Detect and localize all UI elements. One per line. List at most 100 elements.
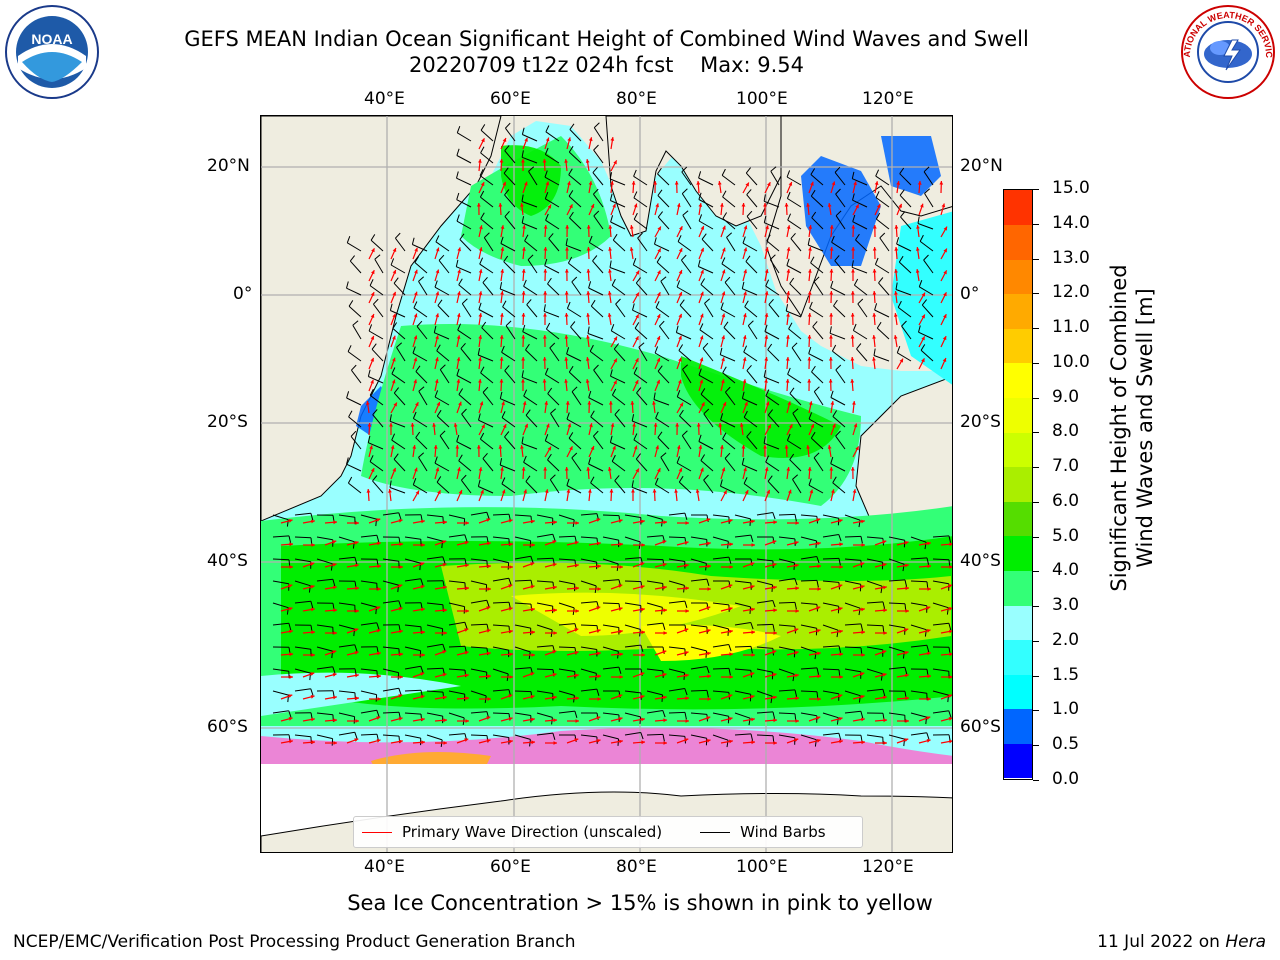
- wind-barb: [457, 132, 472, 142]
- wind-barb: [852, 178, 868, 186]
- wave-arrow-head: [807, 335, 812, 339]
- wind-barb-flag: [543, 304, 546, 312]
- wind-barb: [448, 712, 465, 719]
- wave-arrow-head: [531, 607, 535, 612]
- wind-barb: [745, 172, 758, 186]
- wind-barb-flag: [482, 276, 488, 283]
- wave-arrow-head: [413, 379, 417, 384]
- wind-barb-flag: [815, 540, 817, 548]
- wind-barb: [734, 690, 751, 695]
- wind-barb: [932, 668, 949, 672]
- wind-barb-flag: [501, 411, 506, 418]
- wind-barb-flag: [566, 301, 571, 309]
- wave-arrow-head: [311, 630, 315, 635]
- wind-barb: [844, 710, 861, 714]
- wave-arrow-head: [486, 518, 491, 522]
- wind-barb-flag: [609, 260, 612, 268]
- wind-barb-flag: [633, 169, 637, 177]
- wind-barb: [413, 307, 428, 318]
- wind-barb: [436, 350, 450, 362]
- wind-barb: [544, 265, 560, 274]
- wind-barb-flag: [457, 323, 462, 331]
- wind-barb: [522, 222, 538, 230]
- wave-arrow-head: [676, 203, 681, 208]
- wave-arrow-head: [569, 204, 573, 209]
- wind-barb-flag: [676, 280, 681, 288]
- wind-barb: [294, 512, 311, 516]
- wave-arrow-head: [839, 739, 843, 744]
- wind-barb-flag: [398, 688, 402, 695]
- wind-barb: [679, 415, 692, 428]
- wind-barb: [743, 416, 758, 428]
- wind-barb: [657, 195, 670, 208]
- wave-arrow-head: [543, 247, 548, 251]
- wind-barb: [351, 369, 362, 384]
- wind-barb: [873, 355, 890, 362]
- wave-arrow-head: [619, 739, 623, 744]
- wind-barb-flag: [569, 123, 575, 130]
- wind-barb-flag: [530, 556, 534, 563]
- wave-arrow-head: [355, 609, 359, 613]
- wave-arrow-head: [433, 445, 438, 449]
- colorbar-segment: [1004, 639, 1032, 675]
- wind-barb: [338, 556, 355, 560]
- wind-barb-flag: [786, 170, 791, 178]
- wind-barb-flag: [834, 255, 840, 262]
- wind-barb-flag: [637, 232, 643, 239]
- wind-barb: [589, 242, 604, 252]
- wind-barb-flag: [810, 256, 815, 264]
- wind-barb: [844, 558, 861, 561]
- wave-arrow-head: [531, 543, 535, 547]
- wave-arrow-head: [613, 358, 617, 363]
- colorbar-tick-label: 9.0: [1052, 386, 1080, 407]
- wave-arrow-head: [808, 401, 813, 406]
- wind-barb: [831, 241, 846, 252]
- wind-barb: [527, 259, 538, 274]
- wind-barb: [720, 354, 736, 362]
- wind-barb-flag: [413, 301, 418, 309]
- wave-arrow-head: [355, 521, 359, 525]
- wind-barb: [521, 376, 538, 384]
- wind-barb: [523, 285, 538, 296]
- wave-arrow-head: [949, 565, 952, 569]
- wind-barb: [592, 260, 604, 274]
- wind-barb-flag: [698, 434, 702, 442]
- wind-barb: [543, 310, 560, 318]
- wave-arrow-head: [478, 313, 483, 317]
- wind-barb: [764, 331, 780, 340]
- wind-barb: [470, 668, 487, 673]
- wind-barb: [544, 176, 560, 186]
- wave-arrow-head: [721, 335, 725, 340]
- wind-barb: [592, 172, 604, 186]
- wind-barb-flag: [588, 390, 592, 398]
- colorbar-segment: [1004, 432, 1032, 468]
- wind-barb-flag: [635, 453, 641, 460]
- wave-arrow-head: [521, 159, 525, 163]
- wind-barb: [501, 483, 516, 494]
- wave-arrow-head: [750, 585, 755, 589]
- lon-label-top-60e: 60°E: [490, 89, 531, 109]
- wave-arrow-head: [552, 563, 557, 567]
- wind-barb-flag: [657, 365, 663, 372]
- wind-barb: [558, 710, 575, 714]
- wind-barb-flag: [741, 457, 745, 465]
- wave-arrow-head: [521, 379, 525, 383]
- colorbar-tick: [1033, 189, 1039, 190]
- wind-barb: [610, 200, 626, 208]
- wind-barb-flag: [659, 320, 665, 327]
- wind-barb-flag: [477, 479, 481, 487]
- wind-barb-flag: [436, 476, 442, 483]
- colorbar-tick: [1033, 223, 1039, 225]
- wind-barb-flag: [439, 364, 446, 370]
- wave-arrow-head: [420, 695, 425, 699]
- wave-arrow-head: [806, 203, 810, 207]
- wave-arrow-head: [767, 424, 771, 429]
- wind-barb-flag: [765, 389, 770, 397]
- wave-arrow-head: [699, 335, 704, 340]
- wind-barb: [404, 712, 422, 715]
- wind-barb: [545, 198, 560, 208]
- wind-barb-flag: [834, 166, 841, 173]
- wave-arrow-head: [751, 630, 755, 635]
- wave-arrow-head: [542, 335, 547, 339]
- wind-barb: [646, 580, 663, 584]
